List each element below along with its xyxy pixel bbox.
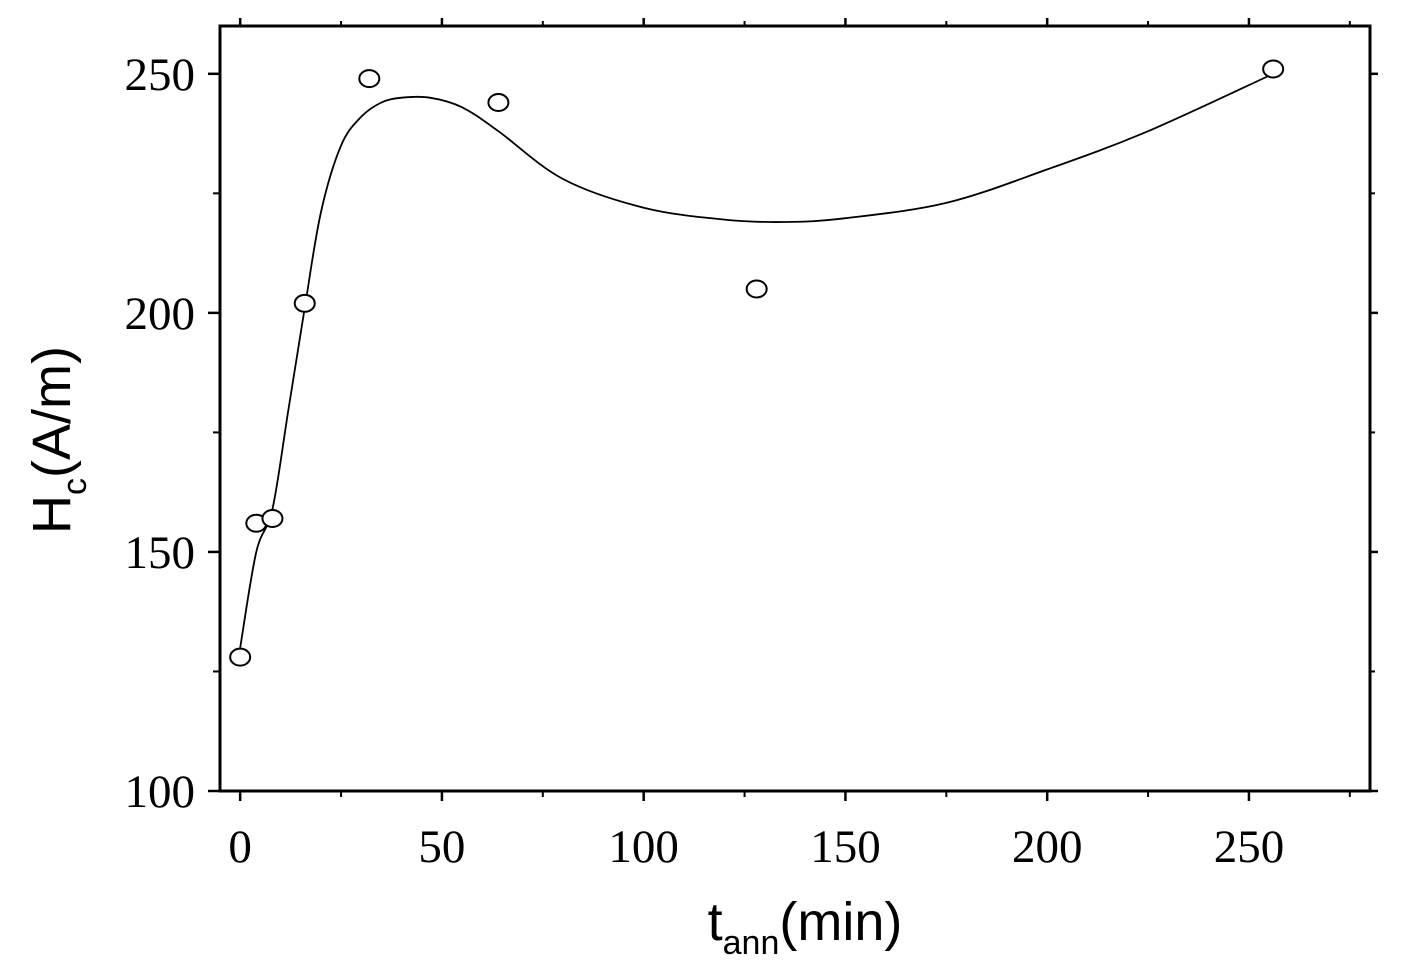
- x-tick-label: 250: [1214, 821, 1285, 873]
- fit-curve: [239, 72, 1274, 648]
- x-axis-title-rest: (min): [779, 892, 902, 952]
- y-axis-title: Hc(A/m): [22, 346, 94, 534]
- y-tick-label: 100: [125, 766, 196, 818]
- x-tick-label: 100: [608, 821, 679, 873]
- axis-ticks: [208, 18, 1378, 801]
- data-point: [487, 93, 510, 112]
- data-point: [261, 508, 284, 528]
- x-tick-label: 0: [228, 821, 252, 873]
- data-point: [358, 69, 381, 89]
- y-tick-label: 200: [125, 288, 196, 340]
- x-tick-label: 50: [418, 821, 465, 873]
- y-axis-title-main: H: [22, 495, 82, 534]
- plot-frame: [218, 24, 1372, 793]
- x-tick-label: 200: [1012, 821, 1083, 873]
- y-axis-title-sub: c: [56, 478, 94, 495]
- axis-tick-labels: 0 50 100 150 200 250 100 150 200 250: [125, 49, 1285, 873]
- y-axis-title-rest: (A/m): [22, 346, 82, 478]
- data-point: [293, 293, 316, 313]
- data-point: [229, 647, 252, 667]
- data-points: [229, 59, 1285, 667]
- x-axis-title-sub: ann: [723, 924, 780, 962]
- data-point: [1262, 59, 1285, 79]
- y-tick-label: 250: [125, 49, 196, 101]
- data-point: [745, 279, 768, 299]
- y-tick-label: 150: [125, 527, 196, 579]
- x-tick-label: 150: [810, 821, 881, 873]
- x-axis-title-main: t: [708, 892, 723, 952]
- x-axis-title: tann(min): [708, 892, 903, 962]
